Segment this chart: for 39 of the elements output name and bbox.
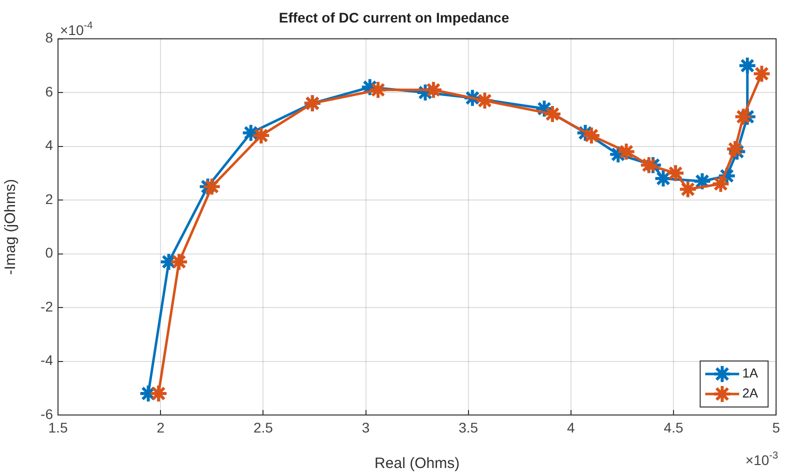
y-tick-label: 4 xyxy=(45,137,54,154)
x-axis-title: Real (Ohms) xyxy=(374,455,460,472)
x-tick-label: 5 xyxy=(772,419,780,436)
x-tick-label: 1.5 xyxy=(48,419,68,436)
point xyxy=(639,156,658,175)
point xyxy=(752,64,772,84)
y-tick-label: -6 xyxy=(40,406,54,422)
x-tick-label: 2.5 xyxy=(253,419,274,436)
point xyxy=(678,180,698,199)
point xyxy=(424,80,443,100)
legend-label: 1A xyxy=(742,366,758,381)
x-tick-label: 4 xyxy=(567,419,576,436)
point xyxy=(252,126,271,146)
y-tick-label: 2 xyxy=(45,190,54,207)
point xyxy=(616,142,636,162)
point xyxy=(726,139,745,158)
point xyxy=(368,80,388,100)
point xyxy=(149,384,168,404)
point xyxy=(711,174,730,194)
x-tick-label: 4.5 xyxy=(664,419,684,436)
point xyxy=(542,104,562,124)
y-tick-label: 6 xyxy=(45,83,54,100)
x-tick-label: 2 xyxy=(156,419,165,436)
point xyxy=(734,107,753,126)
point xyxy=(202,177,222,196)
x-tick-label: 3 xyxy=(362,419,370,436)
point xyxy=(738,56,757,76)
point xyxy=(475,91,494,110)
y-axis-title: -Imag (jOhms) xyxy=(2,178,20,275)
y-tick-label: 8 xyxy=(45,30,54,46)
point xyxy=(582,126,601,146)
legend-label: 2A xyxy=(742,386,758,401)
y-tick-label: 0 xyxy=(45,244,54,261)
y-tick-label: -2 xyxy=(40,298,54,314)
point xyxy=(666,164,686,183)
chart-title: Effect of DC current on Impedance xyxy=(278,9,510,26)
x-tick-label: 3.5 xyxy=(458,419,478,436)
y-tick-label: -4 xyxy=(40,352,54,368)
point xyxy=(170,252,189,272)
